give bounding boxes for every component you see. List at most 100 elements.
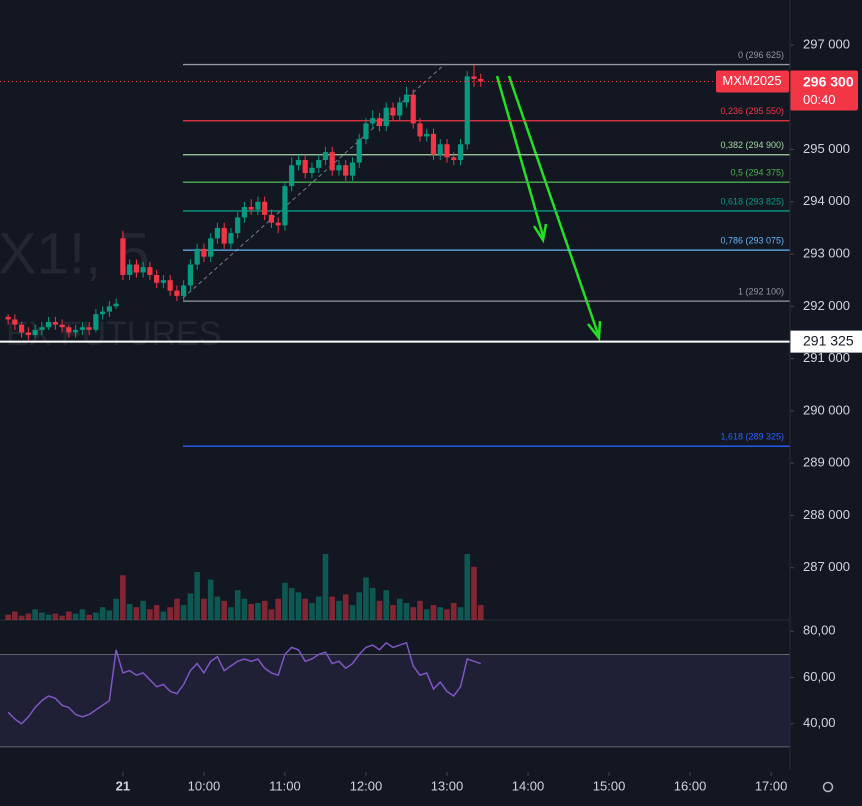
volume-bar — [207, 579, 214, 620]
volume-bar — [322, 554, 329, 620]
candle-body — [46, 322, 52, 328]
countdown-label: 00:40 — [803, 92, 836, 107]
candle-body — [282, 186, 288, 226]
candle-body — [174, 290, 180, 296]
candle-body — [464, 76, 470, 145]
volume-bar — [140, 600, 146, 620]
volume-bar — [410, 607, 417, 620]
arrow-line — [507, 75, 600, 335]
volume-bar — [315, 596, 322, 620]
candle-body — [214, 227, 221, 239]
fib-label: 1,618 (289 325) — [720, 432, 784, 442]
candle-body — [457, 144, 464, 160]
fib-label: 0,236 (295 550) — [720, 106, 784, 116]
candle-body — [181, 285, 187, 296]
price-box — [790, 70, 858, 111]
volume-bar — [180, 605, 187, 620]
candle-body — [106, 306, 112, 312]
candle-body — [262, 201, 268, 215]
rsi-tick-label: 40,00 — [803, 715, 836, 730]
candle-body — [444, 144, 450, 158]
hline-label: 291 325 — [803, 332, 854, 348]
volume-bar — [221, 600, 227, 620]
y-tick-label: 291 000 — [803, 350, 850, 365]
x-tick-label: 15:00 — [593, 778, 626, 793]
volume-bar — [113, 598, 119, 620]
volume-bar — [32, 609, 38, 620]
volume-bar — [25, 613, 32, 620]
volume-bar — [309, 602, 315, 620]
volume-bar — [153, 605, 160, 620]
volume-bar — [396, 598, 403, 620]
volume-bar — [248, 604, 254, 620]
fib-label: 0 (296 625) — [738, 50, 784, 60]
candle-body — [201, 248, 207, 257]
volume-bar — [329, 596, 336, 620]
watermark-exchange: EX FUTURES — [6, 315, 221, 353]
volume-bar — [390, 605, 396, 620]
x-tick-label: 10:00 — [188, 778, 221, 793]
candle-body — [12, 319, 18, 325]
rsi-tick-label: 60,00 — [803, 669, 836, 684]
volume-bar — [79, 609, 86, 620]
candle-body — [59, 324, 65, 328]
volume-bar — [45, 614, 52, 620]
y-tick-label: 297 000 — [803, 36, 850, 51]
volume-bar — [275, 598, 281, 620]
candle-body — [194, 248, 200, 265]
candle-body — [100, 311, 106, 315]
candle-body — [39, 327, 45, 330]
y-tick-label: 295 000 — [803, 141, 850, 156]
volume-bar — [120, 575, 126, 620]
candle-body — [187, 264, 194, 286]
candle-body — [397, 102, 403, 116]
volume-bar — [288, 588, 295, 620]
arrow-head — [587, 320, 602, 342]
candle-body — [52, 322, 58, 325]
candle-body — [73, 329, 79, 333]
y-tick-label: 292 000 — [803, 298, 850, 313]
x-tick-label: 21 — [116, 778, 130, 793]
candle-body — [417, 123, 423, 137]
candle-body — [302, 159, 308, 174]
volume-bar — [59, 615, 65, 620]
candle-body — [390, 107, 396, 116]
candle-body — [451, 157, 457, 160]
volume-bar — [167, 607, 173, 620]
fib-label: 0,5 (294 375) — [730, 168, 784, 178]
x-tick-label: 16:00 — [674, 778, 707, 793]
volume-bar — [214, 596, 221, 620]
volume-bar — [72, 613, 79, 620]
candle-body — [133, 264, 139, 273]
y-tick-label: 288 000 — [803, 507, 850, 522]
candle-body — [336, 165, 342, 171]
settings-icon[interactable] — [822, 781, 834, 793]
volume-bar — [464, 554, 471, 620]
arrows — [495, 75, 602, 342]
candle-body — [160, 280, 167, 283]
fib-label: 0,786 (293 075) — [720, 236, 784, 246]
volume-bar — [93, 612, 99, 620]
last-price-label: 296 300 — [803, 73, 854, 89]
rsi-line — [7, 641, 482, 725]
volume-bar — [18, 615, 25, 620]
volume-bar — [201, 598, 207, 620]
volume-bar — [52, 613, 59, 620]
volume-bar — [282, 582, 288, 620]
candle-body — [25, 332, 31, 336]
candle-body — [86, 327, 92, 330]
volume-bar — [133, 607, 140, 620]
y-tick-label: 290 000 — [803, 402, 850, 417]
candle-body — [403, 94, 410, 103]
candle-body — [295, 159, 302, 166]
arrow-line — [495, 75, 545, 237]
volume-bar — [437, 607, 444, 620]
volume-bar — [302, 598, 308, 620]
x-tick-label: 11:00 — [269, 778, 301, 793]
volume-bar — [430, 605, 437, 620]
settings-icon[interactable] — [822, 781, 834, 793]
candle-body — [289, 165, 295, 187]
volume-bar — [295, 592, 302, 620]
volume-bar — [66, 611, 72, 620]
volume-bar — [241, 598, 248, 620]
